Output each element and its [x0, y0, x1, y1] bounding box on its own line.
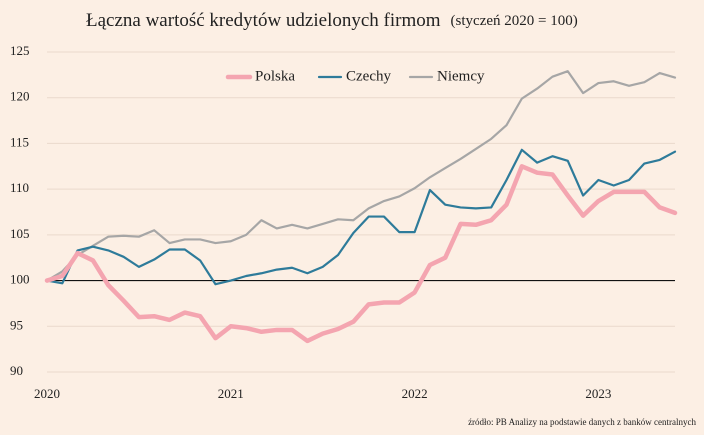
- y-tick-label: 125: [10, 43, 30, 58]
- y-tick-label: 90: [10, 363, 23, 378]
- y-tick-label: 95: [10, 317, 23, 332]
- y-tick-label: 110: [10, 180, 29, 195]
- subtitle: (styczeń 2020 = 100): [451, 13, 578, 29]
- source-note: źródło: PB Analizy na podstawie danych z…: [468, 417, 696, 427]
- x-tick-label: 2023: [585, 386, 611, 401]
- x-tick-label: 2022: [402, 386, 428, 401]
- data-line: [45, 70, 677, 282]
- legend-label: Niemcy: [437, 68, 485, 84]
- y-tick-label: 100: [10, 272, 30, 287]
- legend-label: Polska: [255, 68, 295, 84]
- y-tick-label: 115: [10, 134, 29, 149]
- data-line: [44, 164, 678, 344]
- x-tick-label: 2021: [218, 386, 244, 401]
- y-tick-label: 105: [10, 226, 30, 241]
- chart-title: Łączna wartość kredytów udzielonych firm…: [86, 10, 578, 31]
- y-tick-label: 120: [10, 89, 30, 104]
- legend-label: Czechy: [346, 68, 391, 84]
- title-main: Łączna wartość kredytów udzielonych firm…: [86, 10, 441, 31]
- data-line: [45, 148, 677, 286]
- x-tick-label: 2020: [34, 386, 60, 401]
